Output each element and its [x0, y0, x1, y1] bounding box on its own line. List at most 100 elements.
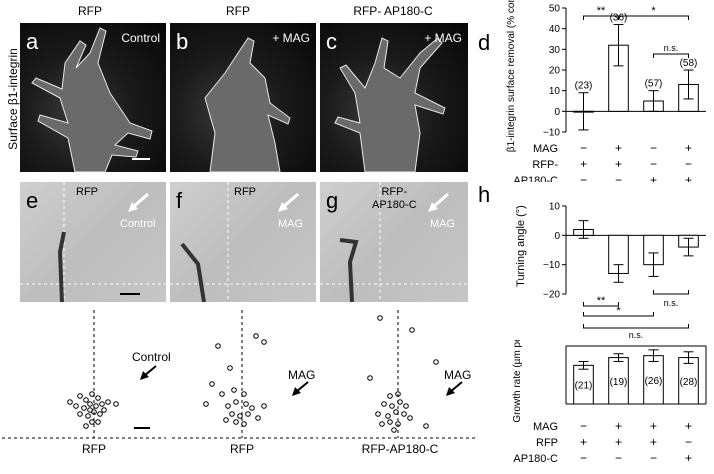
chart-h-top-tick-label: 10	[549, 202, 561, 213]
chart-h-bottom-condition-mark: +	[650, 419, 657, 433]
chart-h-bottom-condition-mark: −	[580, 419, 587, 433]
panel-letter-d: d	[478, 30, 491, 55]
chart-d-tick-label: 10	[549, 86, 561, 97]
phase-image-f: f RFP MAG	[170, 182, 316, 302]
scatter-arrow-label-1: Control	[132, 350, 171, 364]
phase-image-g: g RFP- AP180-C MAG	[320, 182, 468, 302]
phase-title-e: RFP	[76, 186, 98, 198]
chart-d-ylabel: β1-integrin surface removal (% control)	[506, 0, 517, 152]
scatter-label-3: RFP-AP180-C	[361, 442, 439, 456]
scatter-panel-2	[172, 310, 318, 439]
chart-d-condition-mark: −	[650, 141, 657, 155]
chart-h-bottom-condition-mark: −	[650, 451, 657, 465]
scatter-plots	[2, 310, 476, 439]
growth-cone-outline-c	[334, 37, 446, 172]
col-title-2: RFP	[226, 4, 250, 18]
chart-d-tick-label: 30	[549, 45, 561, 56]
corner-label-a: Control	[121, 31, 160, 45]
chart-h-top-tick-label: 0	[554, 231, 560, 242]
chart-h-bottom-condition-mark: −	[615, 451, 622, 465]
chart-d-condition-label: MAG	[533, 143, 558, 155]
chart-d-condition-mark: −	[615, 173, 622, 182]
chart-h-bottom-n-label: (26)	[645, 376, 663, 387]
chart-h-top-sig-bracket	[653, 290, 689, 295]
phase-image-e: e RFP Control	[20, 182, 166, 302]
corner-label-c: + MAG	[424, 31, 462, 45]
chart-h-top-sig-bracket	[583, 312, 654, 317]
chart-h-top-sig-label: n.s.	[664, 298, 679, 308]
chart-h-top-sig-bracket	[583, 324, 689, 329]
scatter-arrow-label-3: MAG	[444, 368, 472, 382]
arrow-label-e: Control	[120, 218, 156, 230]
arrow-label-f: MAG	[278, 218, 304, 230]
scatter-label-2: RFP	[230, 442, 254, 456]
chart-h-top-ylabel: Turning angle (°)	[515, 205, 527, 287]
chart-d-condition-mark: +	[685, 173, 692, 182]
phase-overlay-f	[170, 182, 316, 302]
chart-d-n-label: (23)	[575, 81, 593, 92]
chart-h-bottom-ylabel: Growth rate (µm per h)	[512, 340, 523, 423]
chart-h-bottom-condition-mark: −	[580, 451, 587, 465]
phase-title-g: RFP- AP180-C	[372, 186, 417, 211]
chart-d-condition-label: RFP-	[532, 159, 558, 171]
chart-d-sig-bracket	[618, 15, 689, 20]
chart-d-condition-mark: −	[685, 157, 692, 171]
micrograph-c: c + MAG	[320, 23, 468, 172]
chart-d-tick-label: 0	[554, 107, 560, 118]
scatter-label-1: RFP	[82, 442, 106, 456]
chart-d-sig-bracket	[653, 53, 689, 58]
chart-d-condition-mark: +	[615, 141, 622, 155]
chart-d-condition-mark: −	[580, 173, 587, 182]
chart-h-top-sig-bracket	[583, 302, 619, 307]
chart-d-sig-label: *	[651, 5, 656, 17]
micrograph-b: b + MAG	[170, 23, 316, 172]
chart-h-bottom-condition-mark: +	[580, 435, 587, 449]
chart-h-bottom-n-label: (19)	[610, 377, 628, 388]
chart-h-bottom-condition-mark: +	[685, 419, 692, 433]
panel-letter-b: b	[176, 29, 189, 54]
scatter-panel-3	[322, 310, 476, 439]
chart-h-top-tick-label: −20	[543, 290, 560, 301]
chart-d-condition-mark: −	[650, 157, 657, 171]
chart-h-bottom-condition-label: RFP	[536, 437, 558, 449]
micrograph-a: a Control	[20, 23, 166, 172]
chart-d-tick-label: 40	[549, 24, 561, 35]
scatter-panel-1	[2, 310, 166, 439]
chart-d-n-label: (57)	[645, 79, 663, 90]
chart-h-bottom-condition-mark: +	[615, 419, 622, 433]
chart-h-bottom-condition-mark: +	[615, 435, 622, 449]
chart-h-top-sig-label: **	[597, 295, 606, 307]
chart-h-bottom: Growth rate (µm per h) (21) (19) (26) (28) M…	[512, 340, 707, 465]
chart-h-top-sig-label: *	[616, 305, 621, 317]
chart-h-bottom-condition-mark: +	[650, 435, 657, 449]
chart-h-bottom-condition-label: MAG	[533, 421, 558, 433]
chart-d-tick-label: 20	[549, 66, 561, 77]
corner-label-b: + MAG	[272, 31, 310, 45]
chart-d-condition-mark: +	[580, 157, 587, 171]
col-title-3: RFP- AP180-C	[353, 4, 433, 18]
col-title-1: RFP	[78, 4, 102, 18]
panel-letter-e: e	[26, 188, 39, 213]
chart-h-bottom-n-label: (21)	[575, 381, 593, 392]
chart-h-bottom-condition-mark: +	[685, 451, 692, 465]
phase-overlay-g	[320, 182, 468, 302]
phase-title-f: RFP	[234, 186, 256, 198]
phase-overlay-e	[20, 182, 166, 302]
chart-d-tick-label: −10	[543, 128, 560, 139]
chart-d-condition-label: AP180-C	[513, 175, 558, 182]
chart-d-n-label: (58)	[680, 58, 698, 69]
chart-d-condition-mark: +	[615, 157, 622, 171]
chart-h-bottom-n-label: (28)	[680, 377, 698, 388]
chart-d-sig-label: **	[597, 5, 606, 17]
growth-cone-outline-b	[204, 37, 291, 172]
chart-d-tick-label: 50	[549, 4, 561, 15]
chart-h-top-tick-label: −10	[543, 260, 560, 271]
chart-d-condition-mark: −	[580, 141, 587, 155]
arrow-label-g: MAG	[430, 218, 456, 230]
panel-letter-g: g	[326, 188, 339, 213]
chart-h-bottom-condition-mark: −	[685, 435, 692, 449]
panel-letter-f: f	[176, 188, 183, 213]
chart-d-sig-label: n.s.	[664, 43, 679, 53]
scatter-arrow-label-2: MAG	[288, 368, 316, 382]
